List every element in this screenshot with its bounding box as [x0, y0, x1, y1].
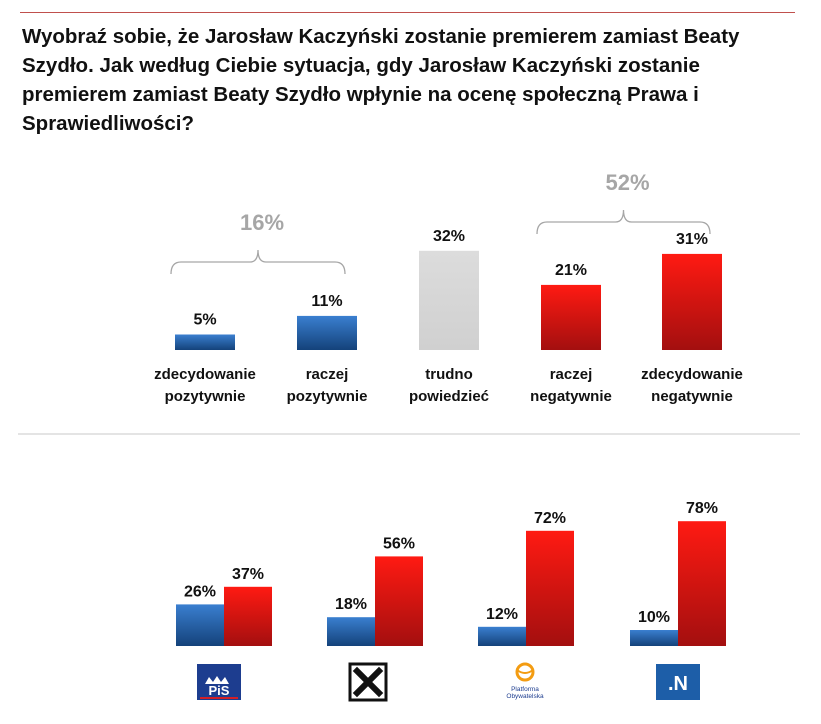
kukiz-cross-icon — [352, 666, 384, 698]
pis-logo-stripe — [200, 697, 238, 699]
bar-value-label-3-0: 10% — [638, 609, 670, 626]
category-label-3-0: raczej — [550, 366, 593, 383]
po-logo-text-2: Obywatelska — [506, 693, 544, 700]
bar-value-label-2-0: 12% — [486, 606, 518, 623]
bar-value-label-0-0: 26% — [184, 583, 216, 600]
bar-3-0 — [630, 630, 678, 646]
category-label-4-0: zdecydowanie — [641, 366, 743, 383]
category-label-0-1: pozytywnie — [165, 388, 246, 405]
overall-bar-chart: 5% zdecydowanie pozytywnie 11% raczej pozytyw… — [154, 170, 743, 405]
bar-2-0 — [478, 626, 526, 646]
pis-eagle-icon — [205, 676, 229, 684]
bar-1-0 — [327, 617, 375, 646]
party-bar-chart: 26% 37% 18% 56% 12% 72% 10% 78% — [176, 500, 726, 646]
bar-4 — [662, 253, 722, 350]
bar-0 — [175, 334, 235, 350]
po-orange-icon — [515, 662, 535, 682]
group-total-label-0: 16% — [240, 210, 284, 235]
bar-value-label-2: 32% — [433, 228, 465, 245]
n-logo-bg — [656, 664, 700, 700]
bar-2-1 — [526, 530, 574, 646]
bar-value-label-4: 31% — [676, 231, 708, 248]
bar-2 — [419, 250, 479, 350]
category-label-0-0: zdecydowanie — [154, 366, 256, 383]
bar-value-label-0: 5% — [193, 312, 216, 329]
category-label-1-0: raczej — [306, 366, 349, 383]
question-title: Wyobraź sobie, że Jarosław Kaczyński zos… — [22, 25, 740, 135]
bar-value-label-1-0: 18% — [335, 596, 367, 613]
category-label-1-1: pozytywnie — [287, 388, 368, 405]
bar-value-label-1: 11% — [311, 293, 342, 310]
group-bracket-1 — [536, 209, 711, 235]
category-label-2-1: powiedzieć — [409, 388, 489, 405]
group-bracket-0 — [170, 249, 346, 275]
group-total-label-1: 52% — [605, 170, 649, 195]
bar-1 — [297, 315, 357, 350]
po-smile-icon — [516, 669, 534, 674]
category-label-3-1: negatywnie — [530, 388, 612, 405]
top-rule — [20, 12, 795, 13]
bar-0-1 — [224, 586, 272, 646]
po-logo-text-1: Platforma — [511, 686, 539, 693]
bar-value-label-3: 21% — [555, 262, 587, 279]
bar-3-1 — [678, 521, 726, 646]
bar-value-label-3-1: 78% — [686, 500, 718, 517]
bar-value-label-2-1: 72% — [534, 510, 566, 527]
n-logo-text: .N — [668, 673, 688, 695]
category-label-2-0: trudno — [425, 366, 472, 383]
bar-value-label-0-1: 37% — [232, 566, 264, 583]
bar-3 — [541, 284, 601, 350]
pis-logo-text: PiS — [209, 683, 230, 698]
category-label-4-1: negatywnie — [651, 388, 733, 405]
bar-1-1 — [375, 556, 423, 646]
bar-value-label-1-1: 56% — [383, 535, 415, 552]
bar-0-0 — [176, 604, 224, 646]
